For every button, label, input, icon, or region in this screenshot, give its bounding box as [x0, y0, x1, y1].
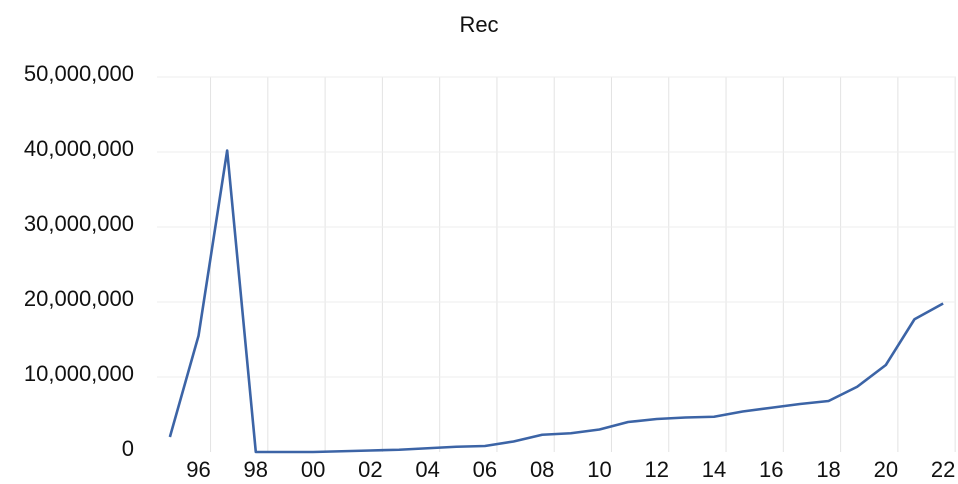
y-tick-label: 0 — [122, 436, 134, 461]
x-tick-label: 98 — [244, 457, 268, 482]
series-line-0 — [168, 149, 944, 454]
y-tick-label: 10,000,000 — [24, 361, 134, 386]
y-tick-label: 50,000,000 — [24, 61, 134, 86]
x-tick-label: 20 — [874, 457, 898, 482]
x-tick-label: 10 — [587, 457, 611, 482]
gridlines — [157, 76, 956, 452]
x-axis-ticks: 96 98 00 02 04 06 08 10 12 14 16 18 20 22 — [186, 457, 955, 482]
y-tick-label: 40,000,000 — [24, 136, 134, 161]
x-tick-label: 04 — [415, 457, 439, 482]
series-layer — [168, 149, 944, 454]
x-tick-label: 96 — [186, 457, 210, 482]
x-tick-label: 16 — [759, 457, 783, 482]
x-tick-label: 00 — [301, 457, 325, 482]
x-tick-label: 02 — [358, 457, 382, 482]
x-tick-label: 14 — [702, 457, 726, 482]
x-tick-label: 22 — [931, 457, 955, 482]
x-tick-label: 12 — [644, 457, 668, 482]
x-tick-label: 06 — [473, 457, 497, 482]
y-tick-label: 20,000,000 — [24, 286, 134, 311]
y-tick-label: 30,000,000 — [24, 211, 134, 236]
x-tick-label: 18 — [816, 457, 840, 482]
y-axis-ticks: 0 10,000,000 20,000,000 30,000,000 40,000,00… — [24, 61, 134, 461]
x-tick-label: 08 — [530, 457, 554, 482]
chart-title: Rec — [459, 12, 499, 37]
